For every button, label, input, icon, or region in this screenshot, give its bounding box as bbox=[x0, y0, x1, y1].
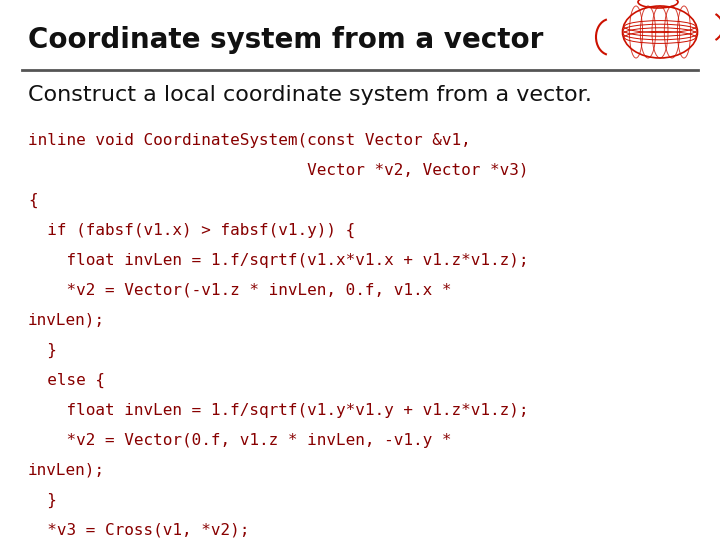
Text: float invLen = 1.f/sqrtf(v1.x*v1.x + v1.z*v1.z);: float invLen = 1.f/sqrtf(v1.x*v1.x + v1.… bbox=[28, 253, 528, 267]
Text: invLen);: invLen); bbox=[28, 462, 105, 477]
Text: }: } bbox=[28, 342, 57, 357]
Text: Vector *v2, Vector *v3): Vector *v2, Vector *v3) bbox=[28, 163, 528, 178]
Text: Construct a local coordinate system from a vector.: Construct a local coordinate system from… bbox=[28, 85, 592, 105]
Text: float invLen = 1.f/sqrtf(v1.y*v1.y + v1.z*v1.z);: float invLen = 1.f/sqrtf(v1.y*v1.y + v1.… bbox=[28, 402, 528, 417]
Text: if (fabsf(v1.x) > fabsf(v1.y)) {: if (fabsf(v1.x) > fabsf(v1.y)) { bbox=[28, 222, 355, 238]
Text: invLen);: invLen); bbox=[28, 313, 105, 327]
Text: *v2 = Vector(-v1.z * invLen, 0.f, v1.x *: *v2 = Vector(-v1.z * invLen, 0.f, v1.x * bbox=[28, 282, 451, 298]
Text: *v2 = Vector(0.f, v1.z * invLen, -v1.y *: *v2 = Vector(0.f, v1.z * invLen, -v1.y * bbox=[28, 433, 451, 448]
Text: }: } bbox=[28, 492, 57, 508]
Text: *v3 = Cross(v1, *v2);: *v3 = Cross(v1, *v2); bbox=[28, 523, 249, 537]
Text: inline void CoordinateSystem(const Vector &v1,: inline void CoordinateSystem(const Vecto… bbox=[28, 132, 471, 147]
Text: {: { bbox=[28, 192, 37, 207]
Text: Coordinate system from a vector: Coordinate system from a vector bbox=[28, 26, 544, 54]
Text: else {: else { bbox=[28, 373, 105, 388]
